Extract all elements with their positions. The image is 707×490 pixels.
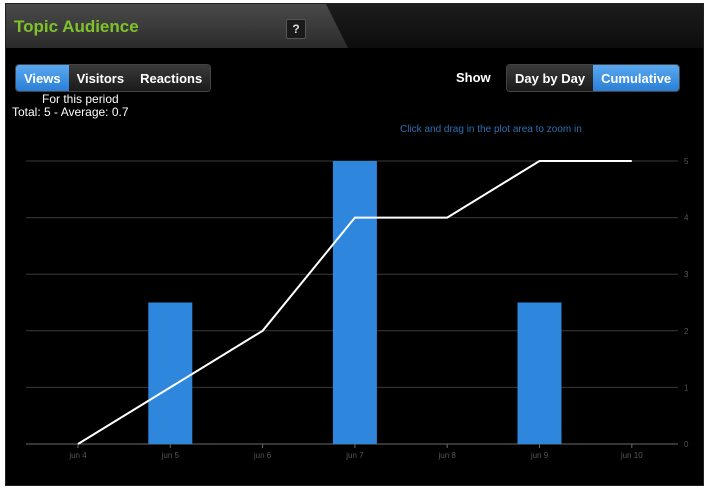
cumulative-button[interactable]: Cumulative: [593, 65, 680, 91]
period-totals: Total: 5 - Average: 0.7: [12, 105, 129, 119]
x-tick-label: jun 5: [161, 451, 180, 460]
cumulative-line: [77, 160, 632, 445]
x-tick-label: jun 6: [253, 451, 272, 460]
tab-reactions[interactable]: Reactions: [132, 65, 211, 91]
bar: [332, 161, 377, 444]
x-tick-label: jun 4: [68, 451, 87, 460]
bar: [148, 302, 193, 444]
y-tick-label: 5: [684, 157, 689, 166]
x-tick-label: jun 7: [345, 451, 364, 460]
zoom-hint: Click and drag in the plot area to zoom …: [400, 124, 582, 135]
metric-selector: Views Visitors Reactions: [15, 64, 212, 92]
y-tick-label: 0: [684, 440, 689, 449]
y-tick-label: 2: [684, 327, 689, 336]
x-tick-label: jun 10: [620, 451, 643, 460]
bar: [517, 302, 562, 444]
y-tick-label: 1: [684, 383, 689, 392]
show-mode-selector: Day by Day Cumulative: [506, 64, 681, 92]
tab-visitors[interactable]: Visitors: [68, 65, 133, 91]
panel-title: Topic Audience: [14, 17, 139, 36]
audience-chart[interactable]: 0 1 2 3 4 5 jun 4 jun 5 jun 6 jun 7 jun 8 jun 9 jun …: [6, 4, 703, 485]
help-button[interactable]: ?: [286, 19, 306, 39]
day-by-day-button[interactable]: Day by Day: [507, 65, 594, 91]
y-tick-label: 4: [684, 214, 689, 223]
period-label: For this period: [42, 92, 119, 106]
tab-views[interactable]: Views: [16, 65, 69, 91]
show-label: Show: [456, 70, 491, 85]
x-tick-label: jun 9: [530, 451, 549, 460]
y-tick-label: 3: [684, 270, 689, 279]
topic-audience-panel: Topic Audience ? Views Visitors Reaction…: [5, 3, 704, 486]
x-tick-label: jun 8: [438, 451, 457, 460]
period-summary: For this period Total: 5 - Average: 0.7: [12, 93, 129, 119]
